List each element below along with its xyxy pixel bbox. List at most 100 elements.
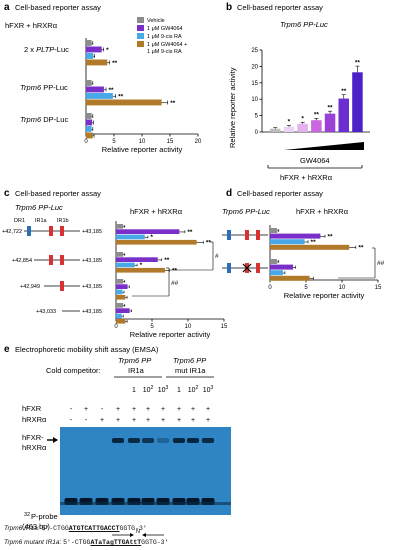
chartB-y-tick-label-0: 0 xyxy=(255,130,259,136)
chartA-x-tick-label-2: 10 xyxy=(139,139,146,145)
chartD-x-axis-label: Relative reporter activity xyxy=(284,291,365,300)
probe-size-label: (463 bp) xyxy=(22,522,50,531)
legend-label-combo: 1 μM GW4064 + xyxy=(147,42,187,48)
chartB-y-tick-label-5: 25 xyxy=(251,48,258,54)
gel-bands xyxy=(60,438,231,505)
lane-3-hrxra-sign: + xyxy=(100,417,104,424)
lane-10-hrxra-sign: + xyxy=(206,417,210,424)
chartA-bar-1-2 xyxy=(86,93,113,99)
chartC-sig-0-3: ** xyxy=(206,239,212,246)
competitor-1-dose-1: 1 xyxy=(132,387,136,394)
sequence-wild-type: Trpm6 IR1a: 5'-CTGGATGTCATTGACCTGGTG-3' xyxy=(4,525,147,532)
chartB-bar-4 xyxy=(324,113,336,132)
chartA-bar-0-0 xyxy=(86,40,92,46)
construct-4-start: +43,033 xyxy=(36,309,56,315)
competitor-2-dose-2: 102 xyxy=(188,385,199,394)
panel-b-title: Cell-based reporter assay xyxy=(237,3,323,12)
chartA-bar-1-1 xyxy=(86,86,104,93)
sequence-mut-label: Trpm6 mutant IR1a: xyxy=(4,539,62,546)
row-label-hfxr: hFXR xyxy=(22,404,42,413)
lane-8-shifted-band xyxy=(173,438,185,443)
chartD-sig-0-1: ** xyxy=(328,233,334,240)
construct-wt-ir1b-box xyxy=(256,230,260,240)
chartD-sig-0-2: ** xyxy=(311,239,317,246)
lane-8-hfxr-sign: + xyxy=(177,406,181,413)
panel-e-title: Electrophoretic mobility shift assay (EM… xyxy=(15,345,159,354)
chartA-sig-0-3: ** xyxy=(112,60,118,67)
row-label-hrxra: hRXRα xyxy=(22,415,47,424)
category-label-trpm6-dp: Trpm6 DP-Luc xyxy=(20,115,68,124)
chartC-bar-3-0 xyxy=(116,303,124,308)
chartD-x-tick-label-0: 0 xyxy=(268,285,272,291)
mutation-x-mark-2 xyxy=(242,263,252,273)
legend-swatch-combo xyxy=(137,41,144,47)
chartA-bar-2-1 xyxy=(86,119,93,126)
legend-swatch-cis-ra xyxy=(137,33,144,39)
construct-mut-dr1-box xyxy=(227,263,231,273)
chartD-sig-0-3: ** xyxy=(358,245,364,252)
panel-c-condition: hFXR + hRXRα xyxy=(130,207,183,216)
construct-1-dr1-box xyxy=(27,226,31,236)
chartA-sig-1-3: ** xyxy=(170,100,176,107)
sequence-wt-site: ATGTCATTGACCT xyxy=(68,525,120,532)
complex-arrow-icon xyxy=(53,437,58,443)
panel-c-construct: Trpm6 PP-Luc xyxy=(15,203,63,212)
chartD-x-tick-label-1: 5 xyxy=(304,285,308,291)
chartA-bar-0-2 xyxy=(86,53,94,59)
panel-d-letter: d xyxy=(226,188,232,199)
lane-1-hrxra-sign: - xyxy=(70,417,73,424)
competitor-1-site: IR1a xyxy=(128,366,145,375)
chartA-bar-2-0 xyxy=(86,113,92,119)
chartA-bar-1-3 xyxy=(86,99,162,106)
chartC-bar-1-1 xyxy=(116,257,158,262)
panel-b-letter: b xyxy=(226,2,232,13)
chartA-bar-1-0 xyxy=(86,80,92,86)
panel-c-letter: c xyxy=(4,188,10,199)
lane-1-hfxr-sign: - xyxy=(70,406,73,413)
chartA-bar-0-1 xyxy=(86,46,102,53)
chartB-sig-2: * xyxy=(301,115,304,122)
lane-10-hfxr-sign: + xyxy=(206,406,210,413)
competitor-1-dose-2: 102 xyxy=(143,385,154,394)
chartB-y-tick-label-4: 20 xyxy=(251,64,258,70)
chartB-bar-2 xyxy=(297,123,308,132)
competitor-2-name: Trpm6 PP xyxy=(173,356,206,365)
sequence-mutant: Trpm6 mutant IR1a: 5'-CTGGATaTagTTGAttTG… xyxy=(4,539,168,546)
panel-d-constructs xyxy=(222,230,268,273)
construct-3-start: +42,949 xyxy=(20,284,40,290)
chartC-bar-3-2 xyxy=(116,313,122,319)
chartD-sig-dhash: ## xyxy=(377,260,385,267)
competitor-1-name: Trpm6 PP xyxy=(118,356,151,365)
competitor-2-dose-1: 1 xyxy=(177,387,181,394)
construct-2-end: +43,185 xyxy=(82,258,102,264)
chartD-x-tick-label-3: 15 xyxy=(375,285,382,291)
panel-a-letter: a xyxy=(4,2,10,13)
legend-label-cis-ra: 1 μM 9-cis RA xyxy=(147,34,182,40)
chartB-bar-3 xyxy=(311,120,322,132)
construct-1-start: +42,722 xyxy=(2,229,22,235)
competitor-1-dose-3: 103 xyxy=(158,385,169,394)
legend-label-combo-2: 1 μM 9-cis RA xyxy=(147,49,182,55)
legend-swatch-vehicle xyxy=(137,17,144,23)
construct-3-ir1b-box xyxy=(60,281,64,291)
chartC-bar-2-0 xyxy=(116,279,124,284)
chartC-bar-1-3 xyxy=(116,267,165,273)
free-probe-streak xyxy=(60,502,231,505)
chartA-sig-1-1: ** xyxy=(109,87,115,94)
half-site-arrow-right-icon xyxy=(130,533,134,537)
panel-b-ylabel: Relative reporter activity xyxy=(228,67,237,148)
lane-7-shifted-band xyxy=(157,438,169,443)
construct-3-end: +43,185 xyxy=(82,284,102,290)
chartC-sig-hash: # xyxy=(215,253,219,260)
chartA-bar-0-3 xyxy=(86,59,108,66)
construct-1-ir1a-box xyxy=(49,226,53,236)
chartD-bar-0-2 xyxy=(270,239,305,245)
category-label-trpm6-pp: Trpm6 PP-Luc xyxy=(20,83,68,92)
chartC-sig-1-2: * xyxy=(140,262,143,269)
sequence-mut-post: GGTG-3' xyxy=(141,539,169,546)
competitor-2-dose-2-exponent: 2 xyxy=(196,385,199,391)
chartC-x-tick-label-3: 15 xyxy=(221,324,228,330)
lane-6-shifted-band xyxy=(142,438,154,443)
